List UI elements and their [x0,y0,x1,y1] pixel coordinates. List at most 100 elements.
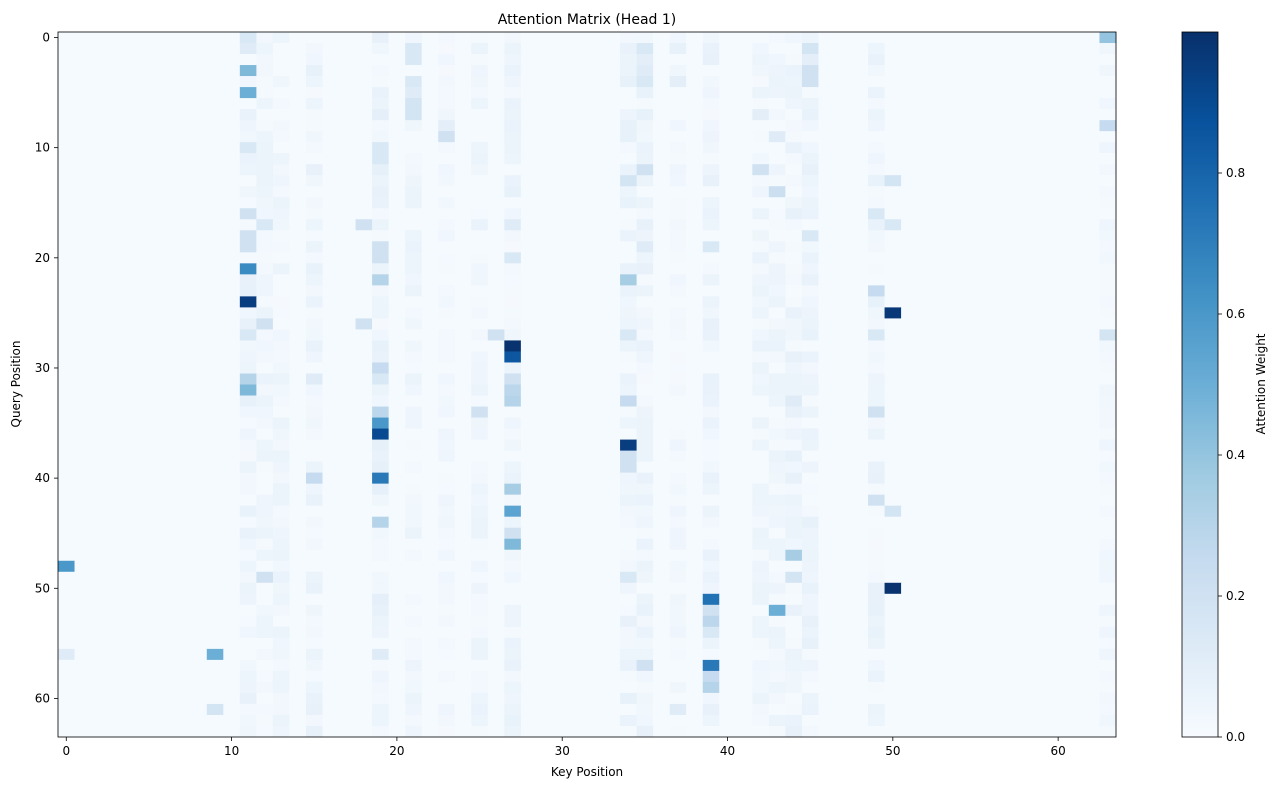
heatmap-cell [272,681,290,694]
heatmap-cell [124,87,142,99]
heatmap-cell [1066,186,1084,198]
heatmap-cell [206,648,224,661]
heatmap-cell [157,571,175,584]
heatmap-cell [669,318,687,330]
heatmap-cell [1082,285,1100,297]
heatmap-cell [553,648,571,661]
heatmap-cell [388,659,406,672]
heatmap-cell [818,395,836,407]
heatmap-cell [537,406,555,418]
heatmap-cell [669,637,687,650]
heatmap-cell [256,659,274,672]
heatmap-cell [1049,527,1067,540]
heatmap-cell [405,164,423,176]
heatmap-cell [752,230,770,242]
heatmap-cell [603,648,621,661]
heatmap-cell [206,230,224,242]
heatmap-cell [686,43,704,55]
heatmap-cell [256,604,274,617]
heatmap-cell [1000,32,1018,44]
heatmap-cell [1016,659,1034,672]
heatmap-cell [653,131,671,143]
heatmap-cell [719,670,737,683]
heatmap-cell [967,76,985,88]
heatmap-cell [190,186,208,198]
heatmap-cell [537,384,555,396]
heatmap-cell [1066,351,1084,363]
heatmap-cell [504,461,522,474]
heatmap-cell [620,593,637,606]
heatmap-cell [339,725,356,738]
heatmap-cell [256,494,274,507]
heatmap-cell [272,318,290,330]
heatmap-cell [289,351,307,363]
heatmap-cell [686,142,704,154]
heatmap-cell [901,428,919,440]
heatmap-cell [620,516,637,529]
heatmap-cell [570,373,588,385]
heatmap-cell [735,714,753,727]
heatmap-cell [1033,43,1051,55]
heatmap-cell [1066,593,1084,606]
heatmap-cell [239,197,257,209]
heatmap-cell [686,263,704,275]
heatmap-cell [603,87,621,99]
heatmap-cell [785,186,803,198]
heatmap-cell [603,98,621,110]
heatmap-cell [752,87,770,99]
heatmap-cell [487,43,505,55]
heatmap-cell [834,505,852,518]
heatmap-cell [256,87,274,99]
heatmap-cell [372,472,390,485]
heatmap-cell [620,285,637,297]
heatmap-cell [272,164,290,176]
heatmap-cell [967,494,985,507]
heatmap-cell [1049,76,1067,88]
heatmap-cell [256,593,274,606]
heatmap-cell [388,549,406,562]
heatmap-cell [438,417,456,429]
heatmap-cell [801,197,819,209]
heatmap-cell [752,406,770,418]
heatmap-cell [868,197,885,209]
heatmap-cell [851,406,869,418]
heatmap-cell [983,219,1001,231]
heatmap-cell [669,241,687,253]
heatmap-cell [735,439,753,451]
heatmap-cell [537,648,555,661]
heatmap-cell [901,494,919,507]
heatmap-cell [917,637,935,650]
heatmap-cell [570,582,588,595]
heatmap-cell [487,109,505,121]
heatmap-cell [967,681,985,694]
heatmap-cell [1033,626,1051,639]
heatmap-cell [487,219,505,231]
heatmap-cell [934,714,952,727]
heatmap-cell [917,725,935,738]
heatmap-cell [1066,43,1084,55]
heatmap-cell [570,241,588,253]
heatmap-cell [1082,681,1100,694]
heatmap-cell [206,285,224,297]
heatmap-cell [669,65,687,77]
heatmap-cell [322,307,340,319]
heatmap-cell [702,461,720,474]
heatmap-cell [372,538,390,551]
heatmap-cell [438,76,456,88]
heatmap-cell [636,483,654,496]
heatmap-cell [851,417,869,429]
heatmap-cell [917,230,935,242]
heatmap-cell [570,384,588,396]
heatmap-cell [487,208,505,220]
heatmap-cell [768,516,786,529]
heatmap-cell [1066,681,1084,694]
heatmap-cell [107,527,125,540]
heatmap-cell [934,384,952,396]
heatmap-cell [305,681,323,694]
heatmap-cell [603,252,621,264]
heatmap-cell [587,340,604,352]
heatmap-cell [487,406,505,418]
heatmap-cell [272,109,290,121]
heatmap-cell [58,164,75,176]
heatmap-cell [719,208,737,220]
